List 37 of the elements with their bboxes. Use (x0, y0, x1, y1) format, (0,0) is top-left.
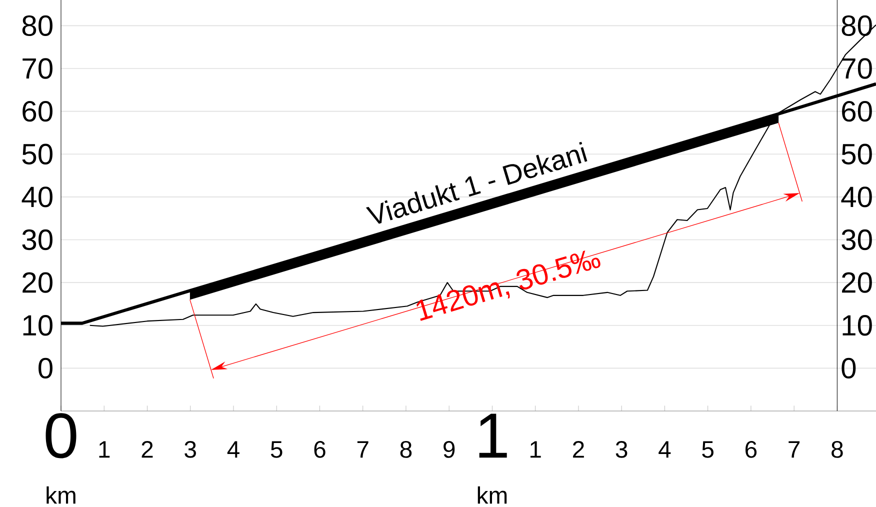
annotation: Viadukt 1 - Dekani (366, 142, 588, 224)
y-tick-label: 70 (22, 58, 52, 79)
annotation: 1420m, 30.5‰ (416, 250, 600, 321)
y-tick-label: 50 (22, 144, 52, 164)
text: 7 (357, 441, 368, 458)
text: 8 (832, 440, 843, 458)
text: 6 (746, 440, 757, 458)
y-tick-label: 80 (22, 15, 52, 36)
y-tick-label: 10 (23, 315, 52, 336)
text: km (478, 486, 507, 504)
text: 4 (658, 441, 671, 458)
text: km (46, 486, 76, 504)
text: 2 (573, 440, 584, 458)
y-tick-label: 20 (22, 272, 52, 293)
y2-tick-label: 80 (842, 15, 872, 36)
text: 8 (400, 440, 412, 458)
text: 2 (142, 440, 153, 458)
text: 6 (314, 440, 326, 458)
y-tick-label: 30 (22, 229, 52, 250)
y2-tick-label: 10 (842, 315, 872, 336)
y-tick-label: 0 (38, 358, 52, 379)
text: 4 (227, 441, 240, 458)
y2-tick-label: 30 (842, 229, 872, 250)
y-tick-label: 40 (22, 186, 52, 208)
text: 9 (444, 440, 455, 458)
y2-tick-label: 60 (842, 100, 872, 122)
text: 3 (184, 440, 196, 458)
text: 7 (788, 441, 800, 458)
y2-tick-label: 40 (841, 186, 872, 208)
y2-tick-label: 0 (842, 358, 856, 379)
y2-tick-label: 20 (842, 272, 872, 293)
y-tick-label: 60 (22, 100, 52, 122)
y2-tick-label: 50 (842, 144, 872, 164)
text: 3 (616, 440, 628, 458)
text: 5 (702, 441, 714, 458)
text: 5 (270, 441, 282, 458)
y2-tick-label: 70 (842, 58, 872, 79)
